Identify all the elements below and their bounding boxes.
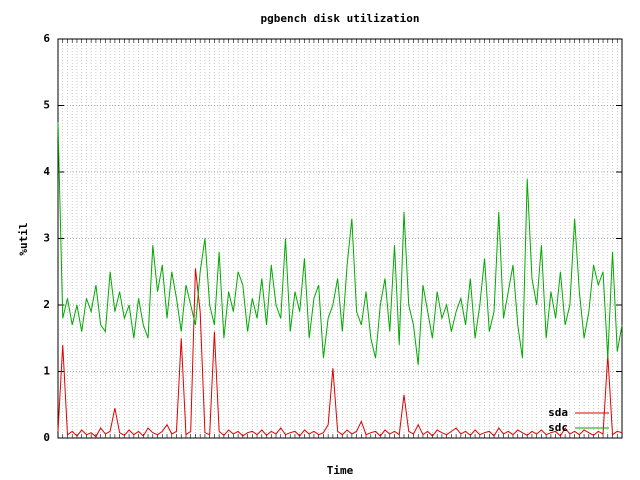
y-tick-label: 2 xyxy=(43,298,50,311)
y-tick-label: 6 xyxy=(43,32,50,45)
y-tick-label: 1 xyxy=(43,365,50,378)
y-tick-label: 5 xyxy=(43,99,50,112)
y-axis-label: %util xyxy=(17,222,30,255)
legend-label: sdc xyxy=(548,421,568,434)
plot-border xyxy=(57,38,623,439)
y-tick-label: 3 xyxy=(43,232,50,245)
y-tick-label: 4 xyxy=(43,165,50,178)
series-line xyxy=(57,268,623,438)
legend-label: sda xyxy=(548,406,568,419)
x-axis-label: Time xyxy=(327,464,354,477)
y-tick-label: 0 xyxy=(43,431,50,444)
series-line xyxy=(57,122,623,365)
chart-title: pgbench disk utilization xyxy=(261,12,420,25)
